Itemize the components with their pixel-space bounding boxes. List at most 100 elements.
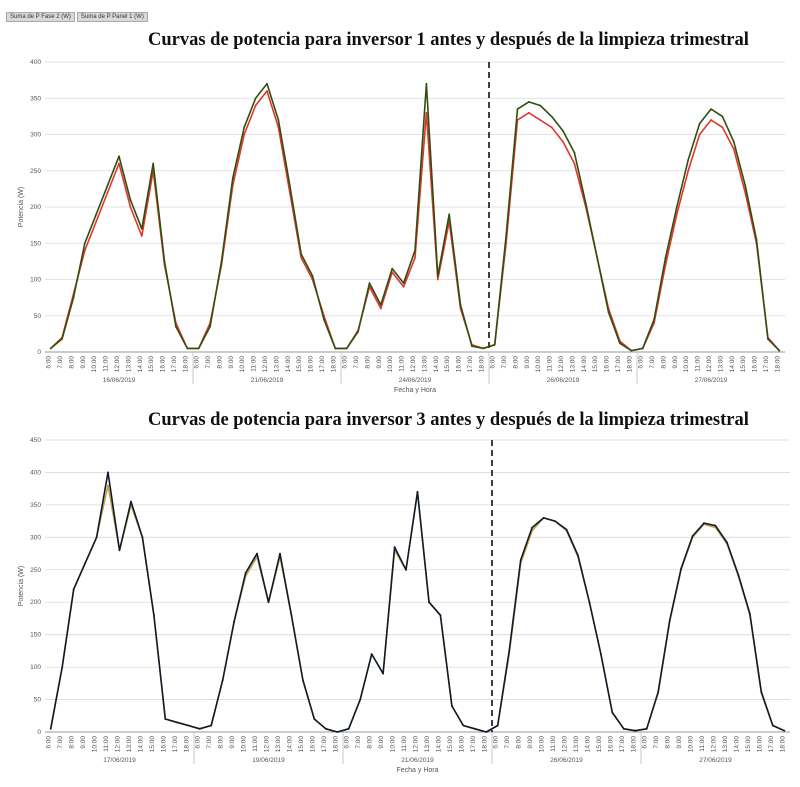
x-tick-label: 7:00 (353, 356, 360, 369)
data-point (416, 491, 419, 493)
data-point (61, 666, 64, 668)
data-point (703, 522, 705, 524)
data-point (539, 119, 542, 121)
data-point (266, 90, 268, 92)
x-tick-label: 12:00 (562, 736, 569, 753)
data-point (428, 601, 430, 604)
data-point (462, 724, 465, 727)
x-tick-label: 11:00 (699, 736, 706, 752)
legend-entry-panel1: Suma de P Panel 1 (W) (76, 12, 148, 22)
data-point (414, 256, 416, 259)
data-point (130, 500, 132, 503)
y-tick-label: 0 (37, 729, 41, 736)
data-point (220, 260, 223, 263)
x-tick-label: 6:00 (642, 736, 649, 749)
x-tick-label: 10:00 (91, 356, 98, 373)
data-point (243, 133, 246, 136)
x-tick-label: 11:00 (399, 356, 406, 372)
data-point (744, 184, 747, 187)
data-point (198, 727, 201, 730)
data-point (749, 613, 751, 615)
x-tick-label: 11:00 (103, 736, 110, 752)
data-point (49, 727, 52, 730)
data-point (459, 304, 462, 306)
data-point (300, 253, 303, 256)
data-point (163, 260, 166, 263)
x-tick-label: 13:00 (275, 736, 282, 753)
data-point (279, 552, 281, 555)
data-point (542, 517, 545, 519)
x-tick-label: 11:00 (251, 356, 258, 372)
y-tick-label: 100 (30, 664, 41, 671)
data-point (323, 318, 325, 321)
x-tick-label: 8:00 (218, 736, 225, 749)
data-point (630, 349, 633, 352)
data-point (505, 235, 507, 237)
data-point (175, 721, 178, 724)
x-tick-label: 18:00 (779, 736, 786, 753)
x-tick-label: 12:00 (114, 356, 121, 373)
x-tick-label: 6:00 (638, 356, 645, 369)
data-point (266, 82, 268, 85)
data-point (680, 567, 682, 570)
data-point (436, 278, 439, 281)
x-tick-label: 8:00 (68, 356, 75, 369)
data-point (550, 115, 553, 118)
x-tick-label: 18:00 (182, 356, 189, 373)
data-point (231, 177, 234, 179)
x-tick-label: 13:00 (421, 356, 428, 373)
data-point (107, 484, 109, 487)
series-line-1 (49, 484, 785, 733)
data-point (72, 588, 75, 591)
x-tick-label: 8:00 (665, 736, 672, 749)
data-point (336, 731, 339, 733)
day-label: 24/06/2019 (399, 377, 432, 384)
data-point (485, 731, 488, 733)
x-tick-label: 11:00 (695, 356, 702, 372)
day-label: 19/06/2019 (252, 757, 285, 764)
data-point (187, 724, 190, 727)
data-point (254, 104, 257, 107)
chart-title-inversor-3: Curvas de potencia para inversor 3 antes… (148, 410, 749, 430)
data-point (698, 122, 701, 125)
x-tick-label: 12:00 (558, 356, 565, 373)
x-tick-label: 13:00 (126, 736, 133, 753)
series-line-2 (50, 83, 780, 352)
x-tick-label: 17:00 (171, 356, 178, 373)
data-point (425, 82, 428, 85)
x-tick-label: 10:00 (241, 736, 248, 753)
data-point (288, 184, 291, 187)
x-tick-label: 18:00 (332, 736, 339, 753)
x-tick-label: 17:00 (470, 736, 477, 753)
data-point (186, 347, 189, 350)
x-tick-label: 10:00 (683, 356, 690, 373)
data-point (737, 574, 740, 576)
data-point (267, 601, 270, 604)
x-tick-label: 16:00 (160, 356, 167, 373)
y-tick-label: 300 (30, 132, 41, 139)
x-tick-label: 15:00 (596, 736, 603, 753)
data-point (347, 727, 350, 730)
x-tick-label: 14:00 (137, 356, 144, 373)
x-tick-label: 6:00 (194, 356, 201, 369)
data-point (439, 614, 442, 617)
x-tick-label: 18:00 (774, 356, 781, 373)
x-tick-label: 7:00 (57, 356, 64, 369)
x-tick-label: 6:00 (344, 736, 351, 749)
data-point (710, 119, 712, 121)
day-label: 21/06/2019 (251, 377, 284, 384)
data-point (368, 282, 371, 284)
x-tick-label: 17:00 (619, 736, 626, 753)
y-tick-label: 450 (30, 437, 41, 444)
x-tick-label: 7:00 (653, 736, 660, 749)
day-label: 26/06/2019 (550, 757, 583, 764)
data-point (61, 338, 63, 340)
x-tick-label: 14:00 (729, 356, 736, 373)
x-tick-label: 10:00 (535, 356, 542, 373)
x-tick-label: 7:00 (355, 736, 362, 749)
data-point (243, 126, 246, 129)
data-point (698, 133, 701, 136)
data-point (379, 307, 382, 310)
data-point (405, 568, 407, 571)
